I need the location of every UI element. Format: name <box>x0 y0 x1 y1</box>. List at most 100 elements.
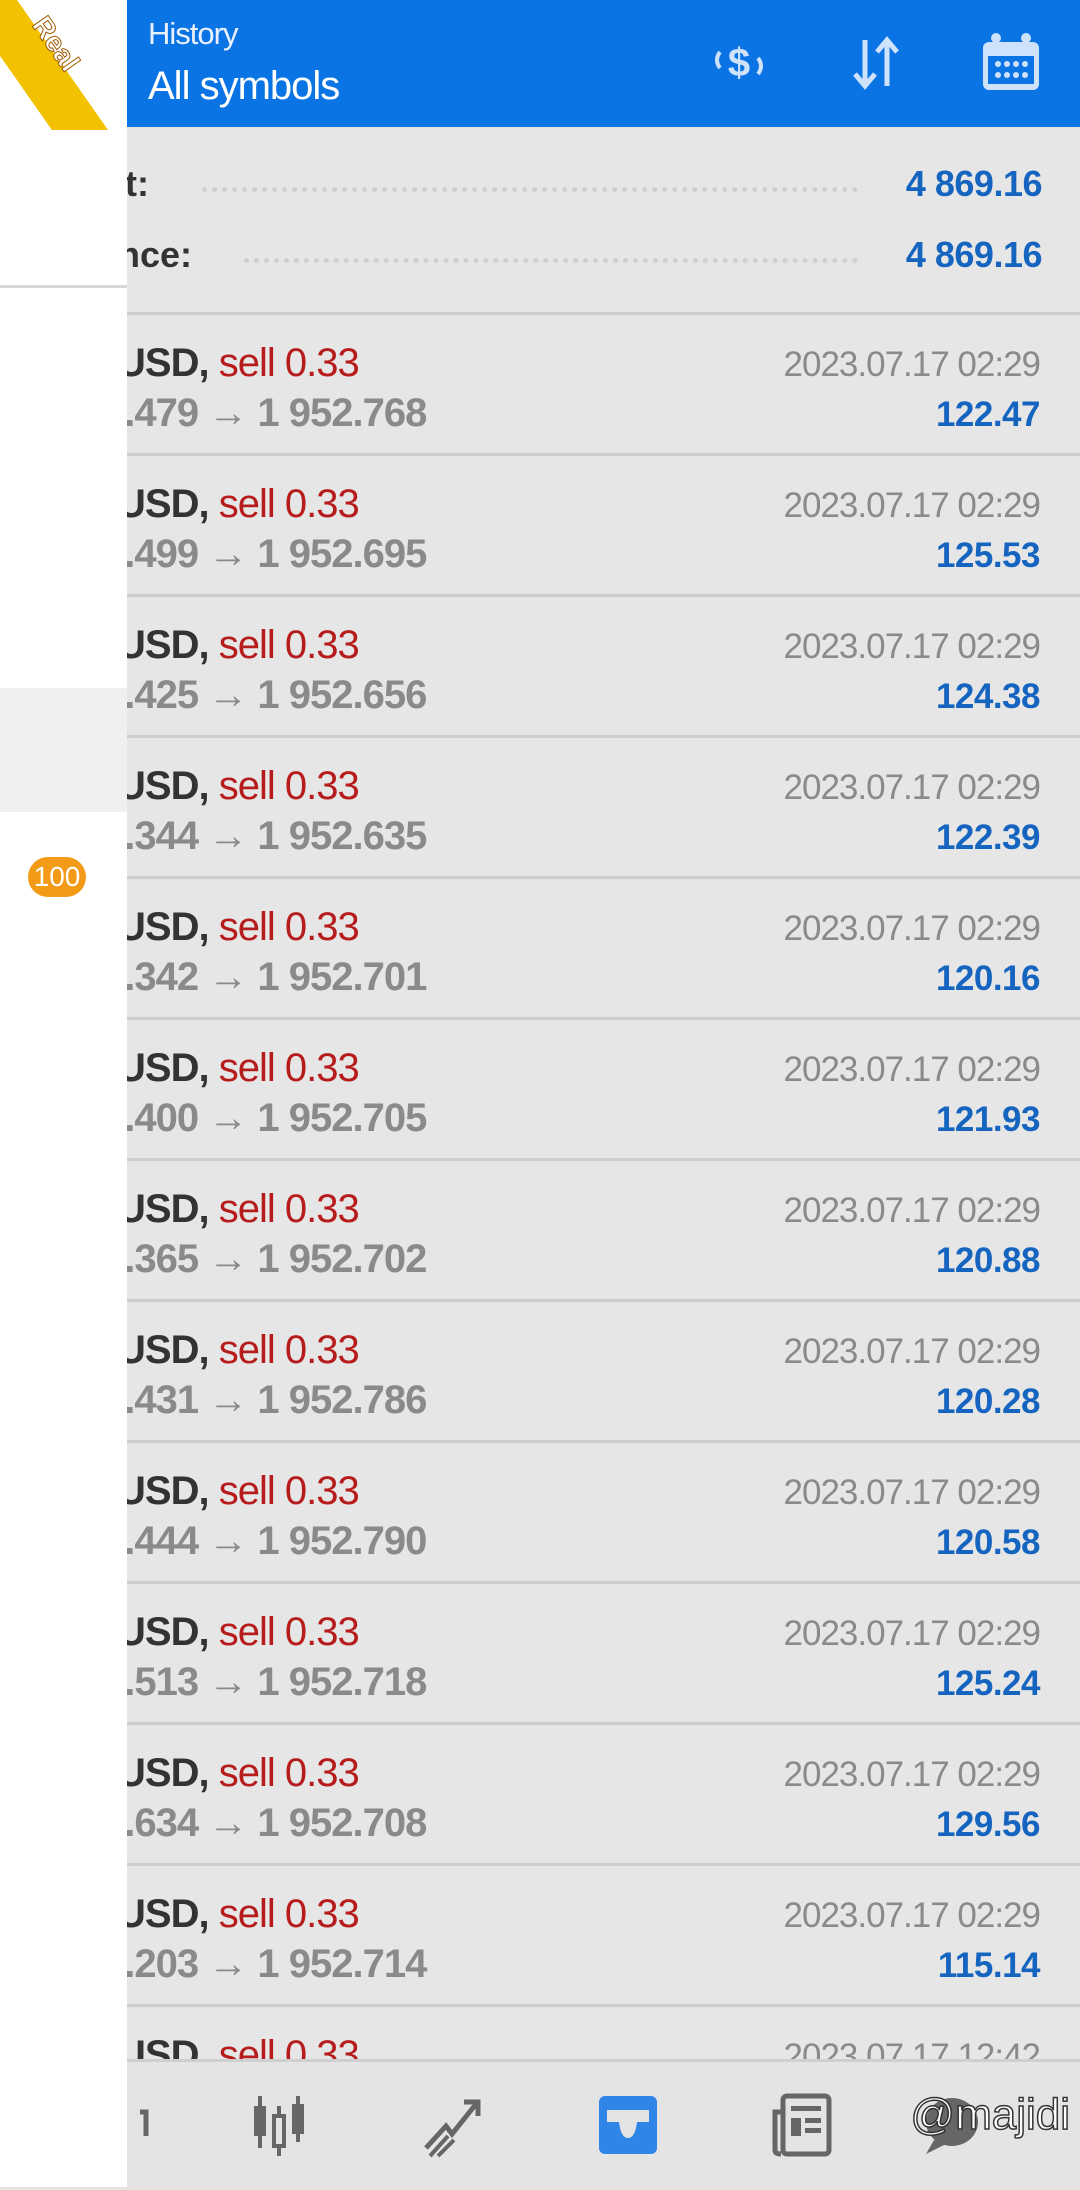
dot-leader <box>244 258 858 263</box>
deal-prices: 5.342 → 1 952.701 <box>103 955 427 1000</box>
deal-row[interactable]: USD, sell 0.33 5.344 → 1 952.635 2023.07.1… <box>0 738 1080 879</box>
deal-symbol: USD, <box>117 482 210 526</box>
arrow-icon: → <box>208 1942 248 1986</box>
deal-profit: 129.56 <box>935 1805 1041 1844</box>
close-price: 1 952.790 <box>257 1519 427 1563</box>
deal-title: USD, sell 0.33 <box>117 1892 360 1937</box>
close-price: 1 952.702 <box>257 1237 427 1281</box>
deal-symbol: USD, <box>117 1328 210 1372</box>
sort-icon[interactable] <box>843 30 909 96</box>
deal-row[interactable]: USD, sell 0.33 5.479 → 1 952.768 2023.07.1… <box>0 315 1080 456</box>
close-price: 1 952.718 <box>257 1660 427 1704</box>
deal-row[interactable]: USD, sell 0.33 5.513 → 1 952.718 2023.07.1… <box>0 1584 1080 1725</box>
deal-time: 2023.07.17 02:29 <box>783 1755 1041 1794</box>
currency-exchange-icon[interactable]: $ <box>706 30 772 96</box>
deal-time: 2023.07.17 02:29 <box>783 1896 1041 1935</box>
summary-value-profit: 4 869.16 <box>905 163 1043 204</box>
close-price: 1 952.635 <box>257 814 427 858</box>
deal-row[interactable]: USD, sell 0.33 5.634 → 1 952.708 2023.07.1… <box>0 1725 1080 1866</box>
deal-side-volume: sell 0.33 <box>218 482 360 526</box>
account-summary: t: 4 869.16 nce: 4 869.16 <box>0 127 1080 314</box>
deal-title: USD, sell 0.33 <box>117 482 360 527</box>
deal-side-volume: sell 0.33 <box>218 623 360 667</box>
deal-profit: 120.16 <box>935 959 1041 998</box>
deal-time: 2023.07.17 02:29 <box>783 768 1041 807</box>
deal-side-volume: sell 0.33 <box>218 1046 360 1090</box>
drawer-item-selected[interactable] <box>0 688 127 812</box>
deal-title: USD, sell 0.33 <box>117 1610 360 1655</box>
deal-title: USD, sell 0.33 <box>117 1046 360 1091</box>
deal-title: USD, sell 0.33 <box>117 341 360 386</box>
deal-time: 2023.07.17 02:29 <box>783 1332 1041 1371</box>
close-price: 1 952.705 <box>257 1096 427 1140</box>
deal-title: USD, sell 0.33 <box>117 905 360 950</box>
deal-profit: 120.88 <box>935 1241 1041 1280</box>
side-drawer: 100 <box>0 0 127 2187</box>
deal-symbol: USD, <box>117 341 210 385</box>
close-price: 1 952.656 <box>257 673 427 717</box>
quotes-icon[interactable] <box>100 2092 166 2158</box>
deal-row[interactable]: USD, sell 0.33 5.365 → 1 952.702 2023.07.1… <box>0 1161 1080 1302</box>
close-price: 1 952.786 <box>257 1378 427 1422</box>
chart-icon[interactable] <box>246 2092 312 2158</box>
close-price: 1 952.695 <box>257 532 427 576</box>
deal-title: USD, sell 0.33 <box>117 1751 360 1796</box>
deal-time: 2023.07.17 02:29 <box>783 1050 1041 1089</box>
trade-icon[interactable] <box>420 2092 486 2158</box>
deal-row[interactable]: USD, sell 0.33 5.342 → 1 952.701 2023.07.1… <box>0 879 1080 1020</box>
deal-row[interactable]: USD, sell 0.33 5.203 → 1 952.714 2023.07.1… <box>0 1866 1080 2007</box>
deal-side-volume: sell 0.33 <box>218 341 360 385</box>
arrow-icon: → <box>208 1096 248 1140</box>
deal-side-volume: sell 0.33 <box>218 1187 360 1231</box>
deal-side-volume: sell 0.33 <box>218 764 360 808</box>
deal-title: USD, sell 0.33 <box>117 1469 360 1514</box>
deal-profit: 120.28 <box>935 1382 1041 1421</box>
messages-icon[interactable] <box>916 2092 982 2158</box>
svg-text:$: $ <box>728 41 750 85</box>
deal-time: 2023.07.17 02:29 <box>783 1473 1041 1512</box>
calendar-icon[interactable] <box>978 30 1044 96</box>
deal-time: 2023.07.17 02:29 <box>783 627 1041 666</box>
deal-time: 2023.07.17 02:29 <box>783 345 1041 384</box>
app-header: History All symbols $ <box>0 0 1080 127</box>
arrow-icon: → <box>208 1660 248 1704</box>
deal-prices: 5.634 → 1 952.708 <box>103 1801 427 1846</box>
deal-profit: 122.47 <box>935 395 1041 434</box>
deal-prices: 5.444 → 1 952.790 <box>103 1519 427 1564</box>
deal-prices: 5.425 → 1 952.656 <box>103 673 427 718</box>
deal-row[interactable]: USD, sell 0.33 5.400 → 1 952.705 2023.07.1… <box>0 1020 1080 1161</box>
deal-row[interactable]: USD, sell 0.33 5.431 → 1 952.786 2023.07.1… <box>0 1302 1080 1443</box>
deal-prices: 5.344 → 1 952.635 <box>103 814 427 859</box>
deal-title: USD, sell 0.33 <box>117 1328 360 1373</box>
deal-row[interactable]: USD, sell 0.33 5.444 → 1 952.790 2023.07.1… <box>0 1443 1080 1584</box>
deal-side-volume: sell 0.33 <box>218 1328 360 1372</box>
close-price: 1 952.701 <box>257 955 427 999</box>
deal-prices: 5.365 → 1 952.702 <box>103 1237 427 1282</box>
arrow-icon: → <box>208 1378 248 1422</box>
deal-symbol: USD, <box>117 905 210 949</box>
deal-time: 2023.07.17 02:29 <box>783 486 1041 525</box>
deal-side-volume: sell 0.33 <box>218 1610 360 1654</box>
deal-profit: 120.58 <box>935 1523 1041 1562</box>
deal-profit: 122.39 <box>935 818 1041 857</box>
deal-symbol: USD, <box>117 1751 210 1795</box>
deal-prices: 5.513 → 1 952.718 <box>103 1660 427 1705</box>
arrow-icon: → <box>208 532 248 576</box>
bottom-navigation <box>0 2059 1080 2190</box>
deal-title: USD, sell 0.33 <box>117 764 360 809</box>
arrow-icon: → <box>208 391 248 435</box>
deal-prices: 5.499 → 1 952.695 <box>103 532 427 577</box>
divider <box>0 312 1080 315</box>
deal-row[interactable]: USD, sell 0.33 5.425 → 1 952.656 2023.07.1… <box>0 597 1080 738</box>
history-icon[interactable] <box>595 2092 661 2158</box>
header-subtitle: History <box>148 16 238 51</box>
header-title[interactable]: All symbols <box>148 64 340 108</box>
deal-side-volume: sell 0.33 <box>218 905 360 949</box>
deal-symbol: USD, <box>117 1046 210 1090</box>
deal-row[interactable]: USD, sell 0.33 5.499 → 1 952.695 2023.07.1… <box>0 456 1080 597</box>
deal-profit: 125.53 <box>935 536 1041 575</box>
deal-time: 2023.07.17 02:29 <box>783 1614 1041 1653</box>
arrow-icon: → <box>208 1801 248 1845</box>
close-price: 1 952.768 <box>257 391 427 435</box>
news-icon[interactable] <box>769 2092 835 2158</box>
